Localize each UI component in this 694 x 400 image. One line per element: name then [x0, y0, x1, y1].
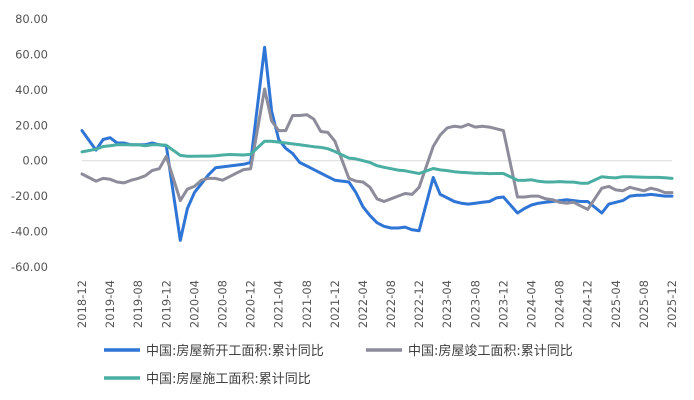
legend-label-2: 中国:房屋竣工面积:累计同比 — [408, 343, 573, 359]
x-tick-label: 2021-04 — [272, 280, 286, 328]
x-tick-label: 2023-12 — [496, 280, 510, 328]
x-tick-label: 2024-04 — [525, 280, 539, 328]
x-tick-label: 2021-12 — [328, 280, 342, 328]
x-tick-label: 2024-12 — [581, 280, 595, 328]
y-tick-label: -20.00 — [11, 189, 48, 203]
legend-label-3: 中国:房屋施工面积:累计同比 — [146, 371, 311, 387]
x-tick-label: 2020-04 — [187, 280, 201, 328]
series-line-3 — [80, 139, 674, 185]
y-tick-label: 40.00 — [15, 83, 48, 97]
x-tick-label: 2019-08 — [131, 280, 145, 328]
x-tick-label: 2025-12 — [665, 280, 679, 328]
y-tick-label: -60.00 — [11, 260, 48, 274]
y-tick-label: 80.00 — [15, 12, 48, 26]
y-tick-label: 0.00 — [22, 154, 48, 168]
x-tick-label: 2020-08 — [215, 280, 229, 328]
x-tick-label: 2020-12 — [244, 280, 258, 328]
x-tick-label: 2021-08 — [300, 280, 314, 328]
x-tick-label: 2022-08 — [384, 280, 398, 328]
series-line-1 — [80, 45, 674, 242]
x-tick-label: 2023-04 — [440, 280, 454, 328]
y-tick-label: 20.00 — [15, 118, 48, 132]
x-tick-label: 2024-08 — [553, 280, 567, 328]
x-tick-label: 2022-12 — [412, 280, 426, 328]
x-tick-label: 2018-12 — [75, 280, 89, 328]
x-tick-label: 2025-08 — [637, 280, 651, 328]
x-tick-label: 2019-04 — [103, 280, 117, 328]
x-tick-label: 2019-12 — [159, 280, 173, 328]
x-tick-label: 2022-04 — [356, 280, 370, 328]
x-tick-label: 2023-08 — [468, 280, 482, 328]
x-tick-label: 2025-04 — [609, 280, 623, 328]
y-tick-label: 60.00 — [15, 47, 48, 61]
legend-label-1: 中国:房屋新开工面积:累计同比 — [146, 343, 324, 359]
y-tick-label: -40.00 — [11, 225, 48, 239]
series-line-2 — [80, 87, 674, 211]
